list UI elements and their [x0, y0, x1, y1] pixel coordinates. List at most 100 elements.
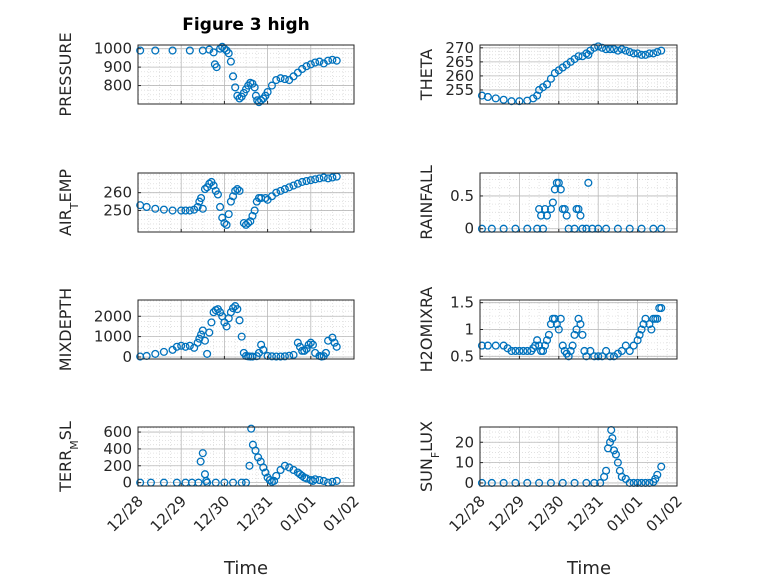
- data-point: [657, 462, 666, 471]
- data-point: [584, 50, 593, 59]
- data-point: [483, 341, 492, 350]
- data-point: [542, 80, 552, 89]
- data-point: [315, 174, 324, 183]
- data-point: [477, 341, 487, 350]
- data-point: [302, 176, 311, 186]
- data-point: [608, 434, 617, 443]
- panel-rainfall: 0 0.5 RAINFALL: [417, 165, 678, 240]
- data-point: [185, 46, 194, 55]
- y-tick-label: 600: [103, 423, 132, 441]
- x-tick-label: 12/28: [446, 492, 489, 535]
- data-point: [248, 352, 257, 361]
- axes-box: [479, 44, 678, 105]
- data-point: [332, 56, 341, 65]
- data-point: [231, 83, 240, 92]
- y-axis-label-sun_flux: SUNFLUX: [417, 421, 442, 492]
- data-point: [633, 336, 642, 345]
- panel-sun_flux: 0 10 20 SUNFLUX12/2812/2912/3012/3101/0101/…: [417, 421, 686, 535]
- x-tick-label: 01/01: [603, 492, 646, 535]
- data-point: [207, 318, 216, 327]
- data-point: [196, 457, 205, 466]
- y-tick-label: 0.5: [450, 347, 474, 365]
- data-point: [617, 45, 626, 54]
- data-point: [220, 219, 229, 228]
- data-point: [213, 190, 222, 199]
- data-point: [280, 352, 289, 361]
- y-axis-label-theta: THETA: [417, 49, 436, 101]
- data-point: [254, 453, 263, 462]
- data-point: [321, 348, 330, 357]
- data-point: [267, 81, 276, 90]
- data-point: [330, 338, 339, 347]
- data-point: [311, 175, 320, 184]
- data-point: [491, 341, 500, 350]
- data-point: [576, 211, 585, 220]
- data-point: [222, 322, 231, 331]
- x-tick-label: 01/02: [320, 492, 363, 535]
- data-point: [637, 50, 646, 59]
- y-tick-label: 0: [122, 348, 132, 366]
- data-point: [220, 318, 229, 327]
- data-point: [491, 94, 500, 103]
- y-tick-label: 1000: [94, 40, 132, 58]
- x-tick-label: 12/29: [485, 492, 528, 535]
- data-point: [177, 341, 186, 350]
- data-point: [168, 206, 177, 215]
- data-point: [515, 97, 524, 106]
- data-point: [598, 43, 607, 52]
- data-point: [285, 463, 294, 472]
- data-point: [531, 341, 540, 350]
- data-point: [259, 345, 268, 354]
- data-point: [598, 352, 607, 361]
- data-point: [582, 352, 591, 361]
- x-tick-label: 12/29: [147, 492, 190, 535]
- data-point: [203, 349, 212, 358]
- y-tick-label: 1: [464, 321, 474, 339]
- data-point: [151, 349, 160, 358]
- y-tick-label: 0: [464, 474, 474, 492]
- x-tick-label: 12/30: [190, 492, 233, 535]
- data-point: [319, 173, 328, 182]
- data-point: [308, 340, 318, 349]
- y-axis-label-rainfall: RAINFALL: [417, 165, 436, 240]
- data-point: [197, 193, 206, 203]
- data-point: [280, 185, 289, 194]
- data-point: [657, 303, 666, 313]
- data-point: [300, 346, 309, 355]
- data-point: [200, 336, 210, 345]
- data-point: [267, 352, 276, 361]
- data-point: [609, 446, 619, 455]
- x-tick-label: 12/30: [524, 492, 567, 535]
- x-tick-label: 01/02: [643, 492, 686, 535]
- axes-box: [137, 172, 355, 233]
- data-point: [540, 341, 550, 350]
- data-point: [580, 346, 589, 356]
- data-point: [602, 346, 611, 356]
- data-point: [483, 92, 492, 102]
- plot-area: [480, 45, 677, 104]
- y-tick-label: 250: [103, 202, 132, 220]
- data-point: [645, 49, 654, 58]
- data-point: [649, 49, 658, 58]
- data-point: [222, 220, 231, 229]
- axes-box: [479, 426, 678, 487]
- y-axis-label-air_temp: AIRTEMP: [56, 169, 81, 236]
- data-point: [251, 446, 260, 455]
- data-point: [324, 56, 333, 65]
- data-point: [272, 75, 281, 85]
- y-axis-label-terr_msl: TERRMSL: [56, 421, 81, 493]
- data-point: [226, 57, 235, 66]
- data-point: [233, 185, 242, 194]
- panel-h2omixra: 0.5 1 1.5 H2OMIXRA: [417, 287, 678, 372]
- data-point: [511, 346, 520, 356]
- data-point: [244, 219, 253, 228]
- data-point: [276, 186, 285, 195]
- data-point: [285, 183, 294, 192]
- data-point: [328, 477, 337, 486]
- y-tick-label: 0: [464, 220, 474, 238]
- data-point: [574, 314, 583, 323]
- y-tick-label: 0: [122, 474, 132, 492]
- data-point: [653, 470, 662, 479]
